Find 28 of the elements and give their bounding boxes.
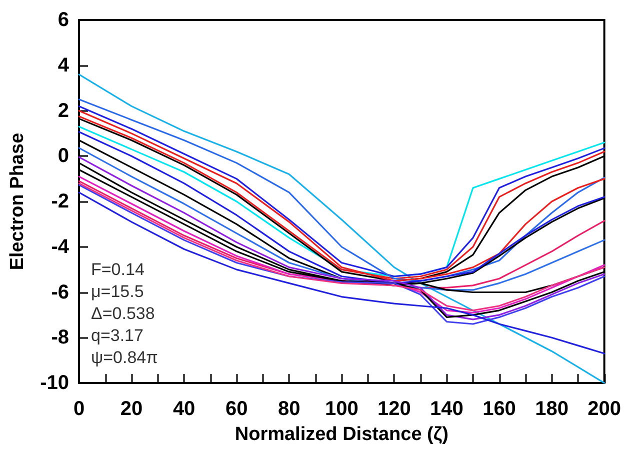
annotation: Δ=0.538 [91,304,155,323]
x-tick-label: 20 [120,398,143,420]
x-tick-label: 80 [278,398,300,420]
y-tick-label: -10 [40,372,69,394]
x-tick-label: 0 [73,398,85,420]
x-tick-label: 60 [225,398,248,420]
y-tick-label: -4 [51,236,70,258]
annotation: ψ=0.84π [91,348,158,367]
y-tick-label: -6 [51,281,69,304]
annotation: F=0.14 [91,260,144,279]
line-series [78,74,606,384]
annotation: μ=15.5 [91,282,144,301]
x-tick-label: 200 [588,398,622,420]
x-axis-title: Normalized Distance (ζ) [234,424,448,445]
y-axis-title: Electron Phase [7,132,28,270]
y-tick-label: 6 [58,9,69,31]
y-tick-label: 4 [58,54,70,76]
x-tick-label: 120 [378,398,411,420]
y-tick-label: 2 [58,100,69,122]
annotation: q=3.17 [91,326,144,345]
y-tick-label: 0 [58,145,69,168]
x-tick-label: 160 [482,398,516,420]
x-tick-label: 100 [324,398,358,420]
x-tick-label: 140 [430,398,464,420]
x-tick-label: 40 [172,398,196,420]
x-tick-label: 180 [535,398,568,420]
y-tick-label: -2 [51,190,69,212]
y-tick-label: -8 [51,326,69,349]
